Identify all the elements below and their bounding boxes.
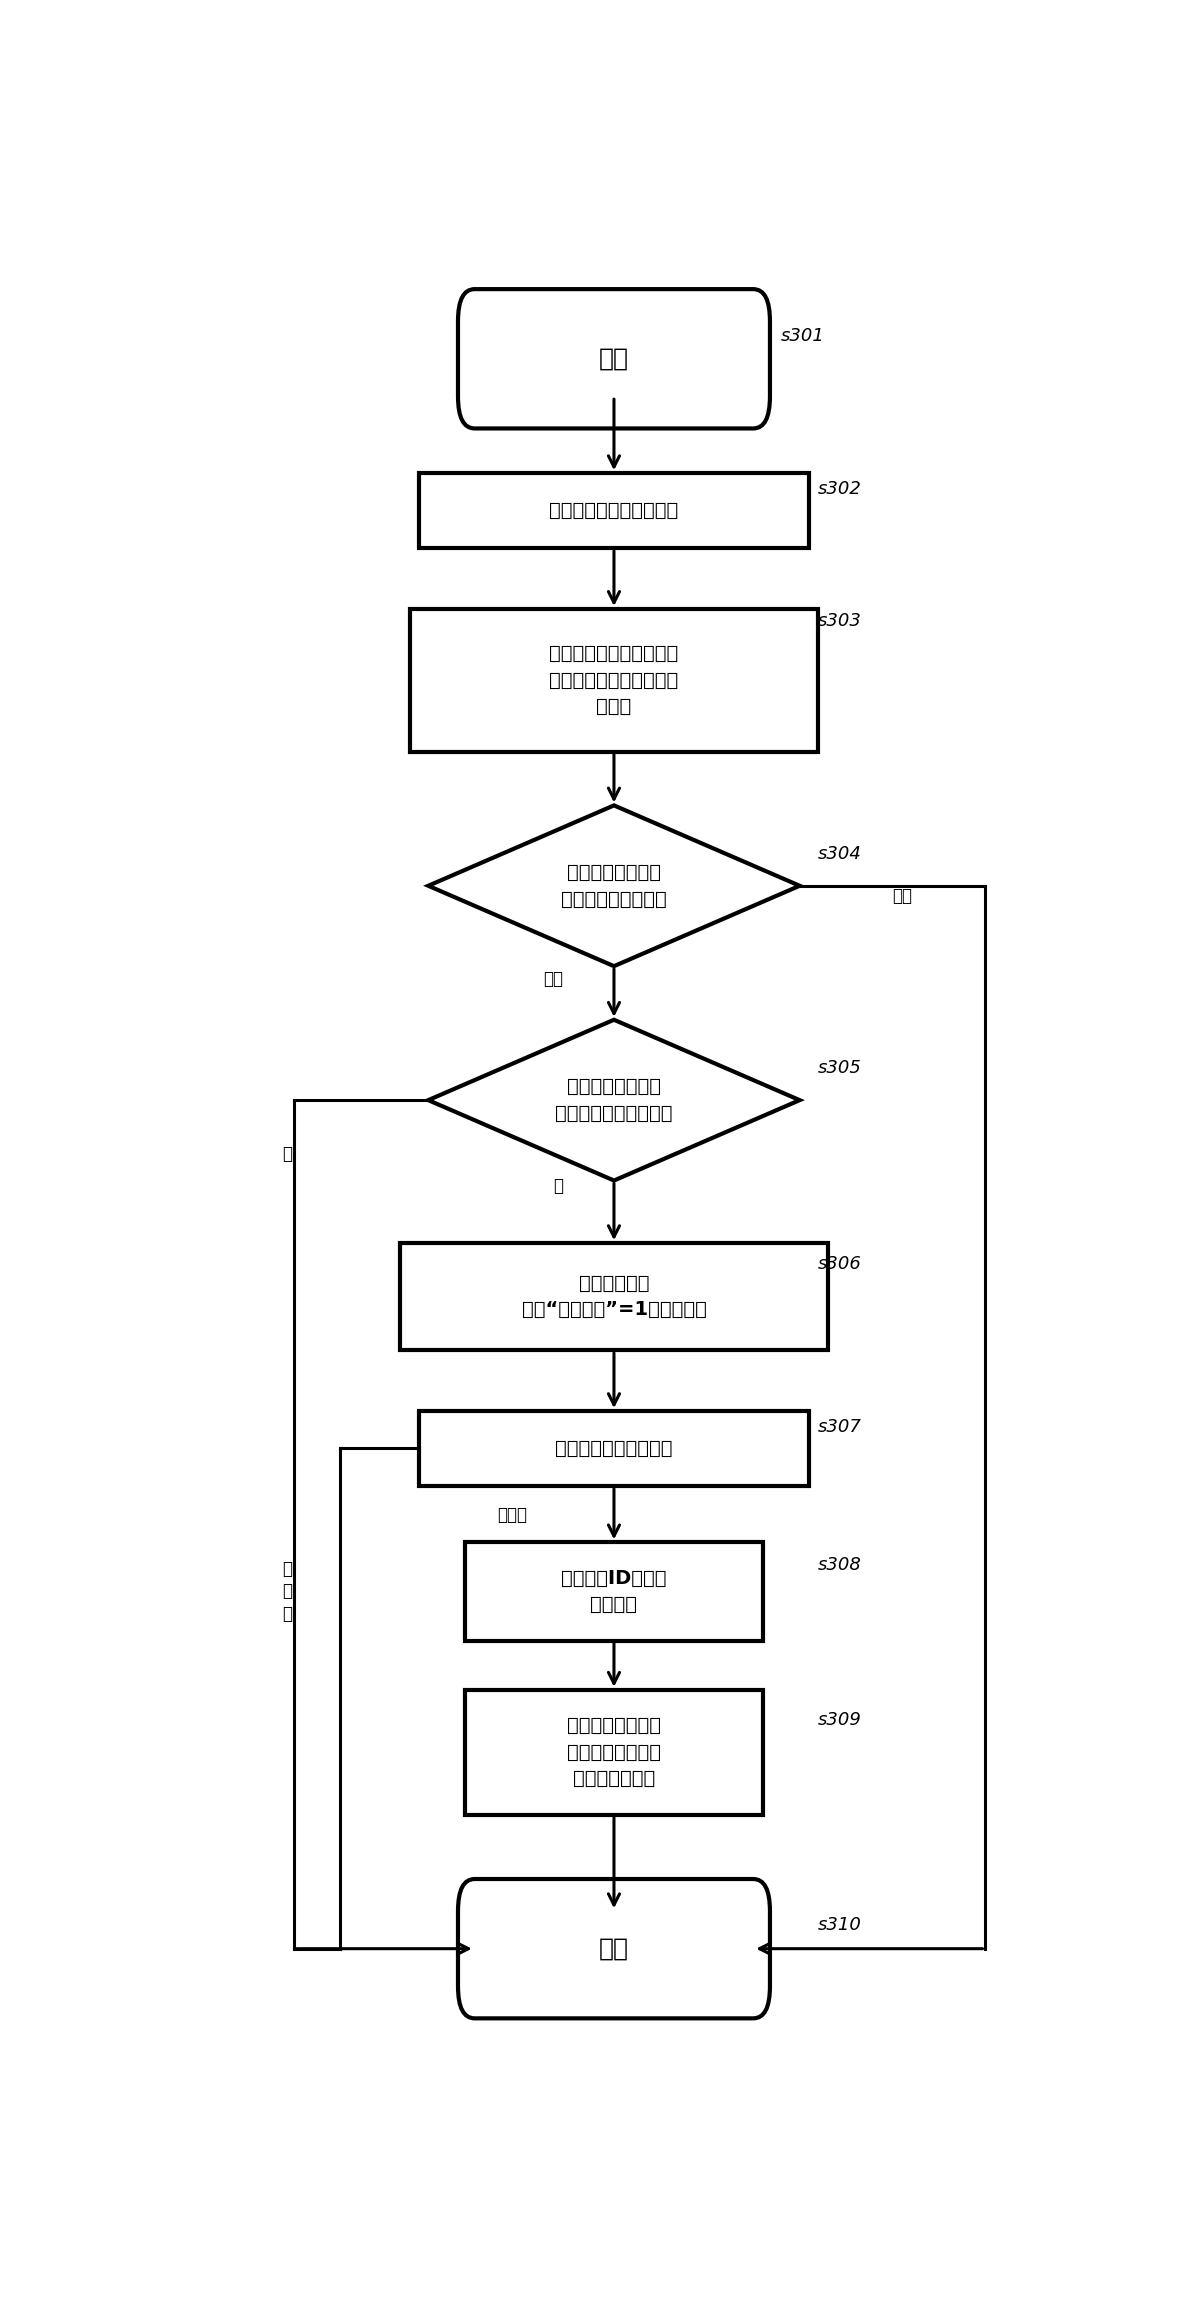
Text: s301: s301 <box>781 327 825 346</box>
Text: s307: s307 <box>818 1418 863 1436</box>
Text: 车身控制模块判断
车辆是否为行驶状态？: 车身控制模块判断 车辆是否为行驶状态？ <box>555 1076 673 1123</box>
Text: 结束: 结束 <box>599 1937 629 1960</box>
Text: 开始: 开始 <box>599 346 629 371</box>
Text: 静脉设备将手指按压状态
经通讯模块同步给车身控
制模块: 静脉设备将手指按压状态 经通讯模块同步给车身控 制模块 <box>550 645 678 717</box>
Text: 车身控制模块进行
车辆解防、电源上
电以及车门解锁: 车身控制模块进行 车辆解防、电源上 电以及车门解锁 <box>567 1717 661 1789</box>
Text: s306: s306 <box>818 1255 863 1274</box>
Bar <box>465 1543 763 1640</box>
Text: 车身控制模块
发送“认证请求”=1给静脉设备: 车身控制模块 发送“认证请求”=1给静脉设备 <box>521 1274 707 1320</box>
FancyBboxPatch shape <box>458 1879 770 2018</box>
Text: s310: s310 <box>818 1916 863 1935</box>
Text: 静脉设备反馈认证结果: 静脉设备反馈认证结果 <box>555 1438 673 1457</box>
Bar <box>465 1689 763 1814</box>
FancyBboxPatch shape <box>458 290 770 429</box>
Text: 若
失
败: 若 失 败 <box>283 1561 292 1622</box>
Bar <box>419 1411 809 1487</box>
Text: s308: s308 <box>818 1557 863 1573</box>
Text: s303: s303 <box>818 612 863 631</box>
Text: s304: s304 <box>818 844 863 863</box>
Bar <box>419 473 809 548</box>
Text: 反馈认证ID给车身
控制模块: 反馈认证ID给车身 控制模块 <box>561 1568 667 1615</box>
Text: 手指放置于静脉识别区域: 手指放置于静脉识别区域 <box>550 501 678 520</box>
Text: s305: s305 <box>818 1058 863 1076</box>
Text: 长按: 长按 <box>891 889 912 905</box>
Text: 若成功: 若成功 <box>497 1506 527 1524</box>
Text: 车身控制模块判断
手指长按还是短按？: 车身控制模块判断 手指长按还是短按？ <box>561 863 667 909</box>
Text: 否: 否 <box>553 1176 563 1195</box>
Polygon shape <box>429 1021 800 1181</box>
Text: s309: s309 <box>818 1712 863 1728</box>
Text: 是: 是 <box>283 1144 292 1162</box>
Text: s302: s302 <box>818 480 863 499</box>
Polygon shape <box>429 805 800 965</box>
Bar <box>410 608 818 752</box>
Bar <box>400 1244 828 1350</box>
Text: 短按: 短按 <box>544 970 563 988</box>
